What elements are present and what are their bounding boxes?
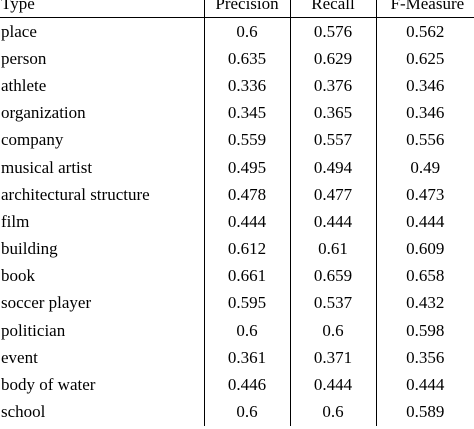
cell-f-measure: 0.49	[375, 153, 474, 182]
table-row: soccer player 0.595 0.537 0.432	[0, 289, 474, 318]
column-header-f-measure: F-Measure	[375, 0, 474, 18]
cell-type: company	[1, 130, 64, 150]
column-header-recall: Recall	[289, 0, 376, 18]
cell-type: body of water	[1, 375, 96, 395]
cell-type: athlete	[1, 75, 47, 95]
cell-f-measure: 0.356	[375, 344, 474, 372]
cell-recall: 0.61	[289, 235, 376, 263]
cell-type: politician	[1, 320, 66, 340]
table-row: musical artist 0.495 0.494 0.49	[0, 153, 474, 182]
cell-f-measure: 0.609	[375, 235, 474, 263]
cell-f-measure: 0.658	[375, 262, 474, 290]
header-row: Type Precision Recall F-Measure	[0, 0, 474, 18]
cell-type: musical artist	[1, 157, 93, 177]
cell-precision: 0.6	[203, 398, 290, 426]
cell-precision: 0.444	[203, 208, 290, 236]
cell-f-measure: 0.346	[375, 99, 474, 127]
cell-f-measure: 0.556	[375, 126, 474, 154]
cell-precision: 0.612	[203, 235, 290, 263]
cell-recall: 0.494	[289, 153, 376, 182]
cell-f-measure: 0.432	[375, 289, 474, 318]
table-row: politician 0.6 0.6 0.598	[0, 317, 474, 345]
cell-recall: 0.557	[289, 126, 376, 154]
cell-recall: 0.477	[289, 181, 376, 209]
cell-recall: 0.629	[289, 45, 376, 73]
cell-recall: 0.444	[289, 208, 376, 236]
cell-type: event	[1, 347, 38, 367]
column-header-precision: Precision	[203, 0, 290, 18]
cell-type: building	[1, 239, 58, 259]
table-row: event 0.361 0.371 0.356	[0, 344, 474, 372]
cell-f-measure: 0.589	[375, 398, 474, 426]
cell-precision: 0.336	[203, 72, 290, 100]
table-row: person 0.635 0.629 0.625	[0, 45, 474, 73]
cell-type: organization	[1, 103, 86, 123]
table-header: Type Precision Recall F-Measure	[0, 0, 474, 18]
cell-precision: 0.635	[203, 45, 290, 73]
cell-type: soccer player	[1, 293, 92, 313]
cell-type: place	[1, 21, 37, 41]
cell-f-measure: 0.444	[375, 208, 474, 236]
cell-f-measure: 0.598	[375, 317, 474, 345]
cell-f-measure: 0.473	[375, 181, 474, 209]
cell-f-measure: 0.562	[375, 17, 474, 46]
cell-type: school	[1, 402, 46, 422]
cell-precision: 0.345	[203, 99, 290, 127]
cell-recall: 0.537	[289, 289, 376, 318]
table-row: organization 0.345 0.365 0.346	[0, 99, 474, 127]
cell-f-measure: 0.346	[375, 72, 474, 100]
table-row: place 0.6 0.576 0.562	[0, 17, 474, 46]
cell-recall: 0.6	[289, 398, 376, 426]
cell-f-measure: 0.444	[375, 371, 474, 399]
cell-precision: 0.595	[203, 289, 290, 318]
cell-recall: 0.576	[289, 17, 376, 46]
table-row: film 0.444 0.444 0.444	[0, 208, 474, 236]
cell-recall: 0.6	[289, 317, 376, 345]
table-row: company 0.559 0.557 0.556	[0, 126, 474, 154]
cell-recall: 0.371	[289, 344, 376, 372]
table-row: building 0.612 0.61 0.609	[0, 235, 474, 263]
cell-precision: 0.446	[203, 371, 290, 399]
cell-precision: 0.478	[203, 181, 290, 209]
cell-recall: 0.376	[289, 72, 376, 100]
cell-precision: 0.6	[203, 17, 290, 46]
cell-recall: 0.659	[289, 262, 376, 290]
table-body: place 0.6 0.576 0.562 person 0.635 0.629 0.625 a…	[0, 17, 474, 426]
cell-precision: 0.495	[203, 153, 290, 182]
table-row: architectural structure 0.478 0.477 0.473	[0, 181, 474, 209]
cell-precision: 0.559	[203, 126, 290, 154]
cell-precision: 0.361	[203, 344, 290, 372]
cell-type: person	[1, 48, 47, 68]
table-row: body of water 0.446 0.444 0.444	[0, 371, 474, 399]
cell-type: architectural structure	[1, 184, 150, 204]
table-row: book 0.661 0.659 0.658	[0, 262, 474, 290]
cell-precision: 0.6	[203, 317, 290, 345]
cell-recall: 0.365	[289, 99, 376, 127]
table-row: athlete 0.336 0.376 0.346	[0, 72, 474, 100]
cell-type: film	[1, 211, 30, 231]
table-row: school 0.6 0.6 0.589	[0, 398, 474, 426]
cell-precision: 0.661	[203, 262, 290, 290]
cell-type: book	[1, 266, 35, 286]
column-header-type: Type	[0, 0, 204, 18]
cell-f-measure: 0.625	[375, 45, 474, 73]
cell-recall: 0.444	[289, 371, 376, 399]
